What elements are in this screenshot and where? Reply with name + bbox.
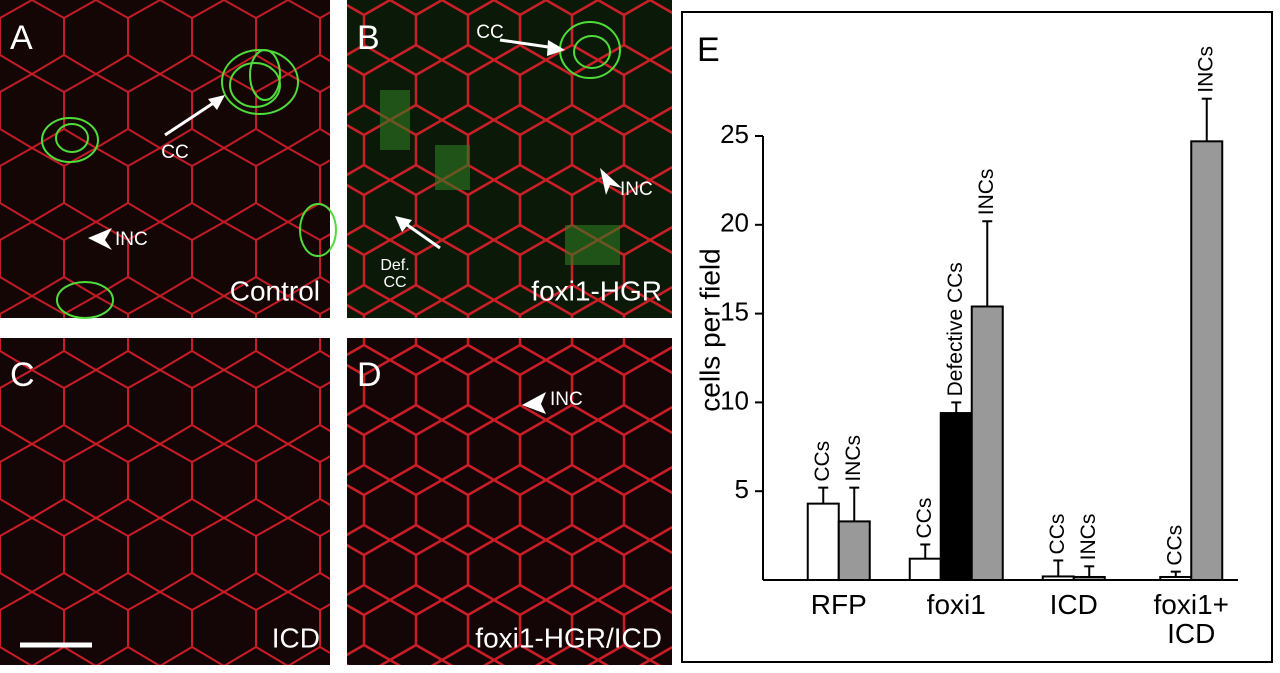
bar-label: CCs — [811, 441, 834, 482]
annotation: INC — [115, 229, 148, 250]
annotation: INC — [550, 389, 583, 410]
bar — [806, 502, 840, 581]
panel-label: A — [10, 19, 33, 57]
y-tick-label: 5 — [735, 474, 749, 504]
y-tick-label: 20 — [720, 208, 749, 238]
panel-label: C — [10, 356, 35, 394]
panel-caption: foxi1-HGR/ICD — [475, 622, 662, 653]
bar-label: Defective CCs — [944, 262, 967, 396]
x-tick-label: foxi1 — [926, 589, 986, 620]
y-tick-label: 25 — [720, 119, 749, 149]
bar — [1072, 575, 1106, 581]
annotation: CC — [161, 142, 188, 163]
panel-label: B — [357, 19, 380, 57]
x-tick-label: RFP — [810, 589, 867, 620]
bar — [939, 412, 973, 581]
bar — [1190, 140, 1224, 581]
bar — [970, 305, 1004, 581]
panel-caption: foxi1-HGR — [531, 275, 662, 306]
annotation: INC — [620, 179, 653, 200]
annotation: Def. CC — [380, 257, 410, 291]
bar-label: INCs — [842, 435, 865, 482]
panel-caption: ICD — [272, 622, 320, 653]
bar — [1159, 575, 1193, 581]
panel-b: B foxi1-HGR CC INC — [347, 0, 672, 318]
annotation: CC — [476, 22, 503, 43]
y-axis-label: cells per field — [694, 248, 725, 411]
bar — [837, 520, 871, 582]
x-tick-label: foxi1+ ICD — [1153, 589, 1230, 650]
panel-caption: Control — [230, 275, 320, 306]
y-tick-label: 15 — [720, 296, 749, 326]
panel-label: D — [357, 356, 382, 394]
bar-label: INCs — [975, 169, 998, 216]
bar-label: INCs — [1194, 46, 1217, 93]
bar — [1041, 575, 1075, 581]
panel-label: E — [697, 31, 720, 69]
y-tick-label: 10 — [720, 385, 749, 415]
chart-frame — [681, 11, 1273, 663]
panel-d: D foxi1-HGR/ICD INC — [347, 338, 672, 665]
bar — [908, 557, 942, 581]
x-tick-label: ICD — [1049, 589, 1098, 620]
bar-label: CCs — [1163, 525, 1186, 566]
bar-label: INCs — [1077, 514, 1100, 561]
panel-a: A Control CC INC — [0, 0, 337, 319]
bar-label: CCs — [913, 498, 936, 539]
panel-c: C ICD — [0, 338, 330, 665]
bar-label: CCs — [1046, 514, 1069, 555]
